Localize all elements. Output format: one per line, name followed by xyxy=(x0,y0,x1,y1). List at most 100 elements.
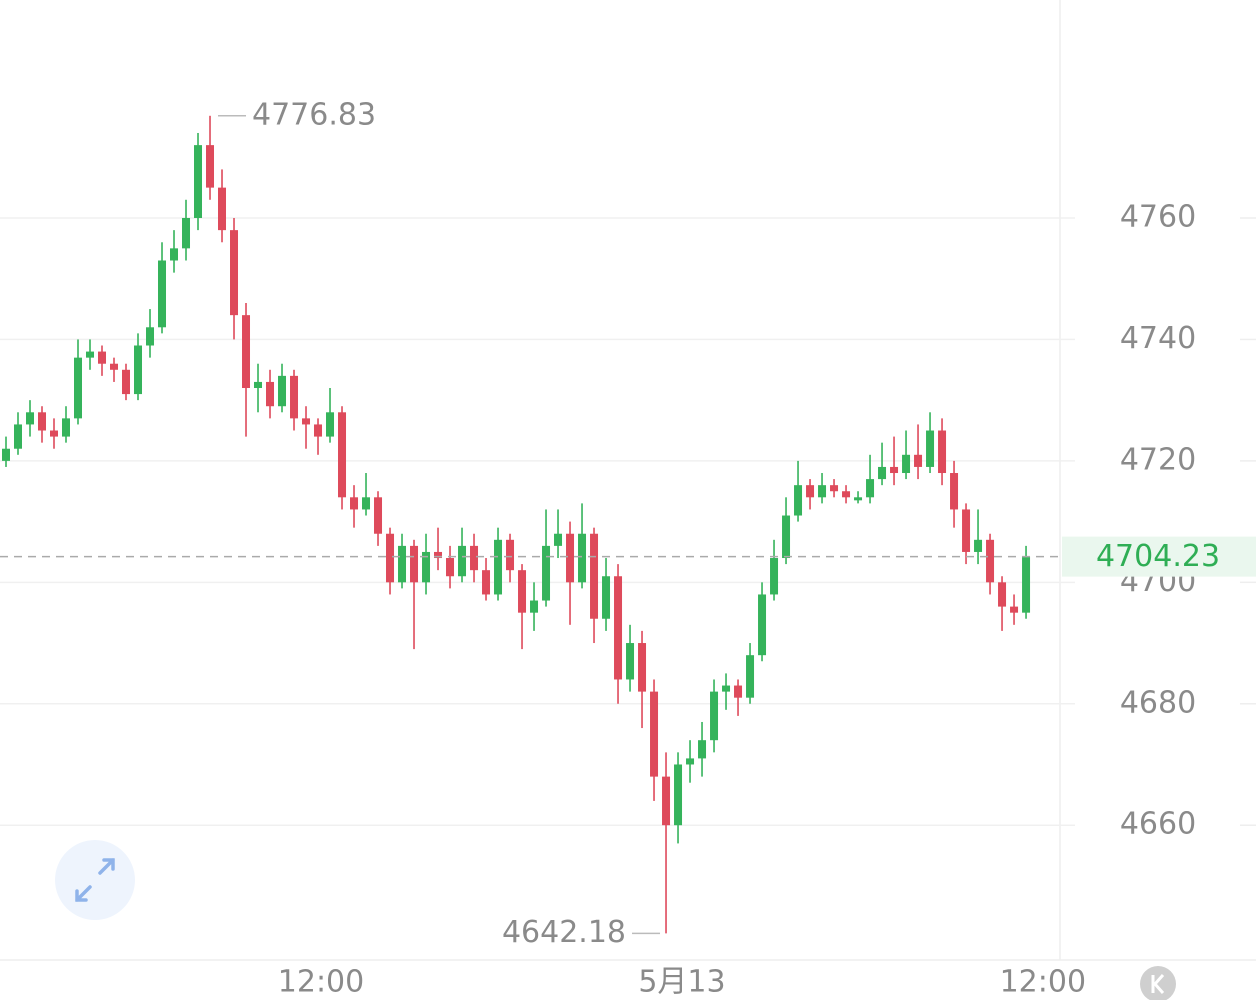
candle-body xyxy=(902,454,911,474)
candle-body xyxy=(374,497,383,534)
candle-body xyxy=(446,558,455,577)
candle-body xyxy=(386,533,395,583)
candle-body xyxy=(50,430,59,437)
k-button[interactable] xyxy=(1140,966,1176,1000)
candle-body xyxy=(650,691,659,777)
candle-body xyxy=(722,685,731,692)
min-label: 4642.18 xyxy=(502,915,626,950)
candle-body xyxy=(98,351,107,364)
candle-body xyxy=(290,375,299,419)
candle-body xyxy=(614,576,623,680)
candle-body xyxy=(218,187,227,231)
last-price-box xyxy=(1062,536,1256,577)
candle-body xyxy=(878,466,887,480)
x-tick-label: 12:00 xyxy=(1000,965,1086,1000)
candle-body xyxy=(998,582,1007,607)
candle-body xyxy=(266,381,275,407)
expand-button[interactable] xyxy=(55,840,135,920)
candle-body xyxy=(278,375,287,407)
candle-body xyxy=(2,448,11,461)
candle-body xyxy=(230,230,239,316)
candle-body xyxy=(686,758,695,765)
k-icon[interactable] xyxy=(1151,974,1165,994)
candle-body xyxy=(158,260,167,328)
candle-body xyxy=(782,515,791,559)
candle-body xyxy=(398,545,407,583)
candle-body xyxy=(350,497,359,510)
candle-body xyxy=(494,539,503,595)
candle-body xyxy=(422,551,431,583)
candle-body xyxy=(530,600,539,613)
candle-body xyxy=(734,685,743,698)
candle-body xyxy=(818,485,827,498)
candle-body xyxy=(866,479,875,498)
candle-body xyxy=(890,466,899,474)
candle-body xyxy=(830,485,839,492)
candle-body xyxy=(74,357,83,419)
expand-icon[interactable] xyxy=(75,858,115,902)
candle-body xyxy=(26,412,35,425)
candle-body xyxy=(362,497,371,510)
candle-body xyxy=(842,491,851,498)
candle-body xyxy=(566,533,575,583)
x-tick-label: 5月13 xyxy=(638,965,725,1000)
candle-body xyxy=(962,509,971,552)
candle-body xyxy=(938,430,947,474)
candle-body xyxy=(170,248,179,261)
candle-body xyxy=(662,776,671,826)
candle-body xyxy=(182,217,191,249)
k-bg[interactable] xyxy=(1140,966,1176,1000)
y-tick-label: 4660 xyxy=(1120,807,1196,842)
candle-body xyxy=(698,740,707,759)
candle-body xyxy=(854,497,863,501)
candle-body xyxy=(1022,556,1031,613)
y-tick-label: 4680 xyxy=(1120,685,1196,720)
candle-body xyxy=(86,351,95,358)
candle-body xyxy=(926,430,935,467)
candle-body xyxy=(242,315,251,389)
last-price-label: 4704.23 xyxy=(1096,539,1220,574)
candle-body xyxy=(710,691,719,741)
candle-body xyxy=(974,539,983,552)
candle-body xyxy=(62,418,71,437)
y-tick-label: 4740 xyxy=(1120,321,1196,356)
candle-body xyxy=(950,473,959,510)
candle-body xyxy=(746,655,755,698)
candle-body xyxy=(470,545,479,571)
candle-body xyxy=(986,539,995,583)
candle-body xyxy=(758,594,767,656)
candle-body xyxy=(914,454,923,467)
candle-body xyxy=(482,570,491,595)
candle-body xyxy=(434,551,443,559)
y-tick-label: 4720 xyxy=(1120,442,1196,477)
candle-body xyxy=(506,539,515,571)
y-tick-label: 4760 xyxy=(1120,199,1196,234)
candle-body xyxy=(134,345,143,395)
candle-body xyxy=(254,381,263,389)
candle-body xyxy=(770,558,779,595)
candle-body xyxy=(302,418,311,425)
candle-body xyxy=(626,643,635,680)
expand-bg[interactable] xyxy=(55,840,135,920)
candle-body xyxy=(314,424,323,437)
candle-body xyxy=(602,576,611,619)
candle-body xyxy=(590,533,599,619)
candle-body xyxy=(794,485,803,516)
candle-body xyxy=(458,545,467,577)
candle-body xyxy=(146,327,155,346)
candle-body xyxy=(122,369,131,395)
candle-body xyxy=(518,570,527,613)
candle-body xyxy=(638,643,647,692)
candle-body xyxy=(110,363,119,370)
candle-body xyxy=(1010,606,1019,613)
candle-body xyxy=(338,412,347,498)
max-label: 4776.83 xyxy=(252,97,376,132)
candle-body xyxy=(194,145,203,218)
x-tick-label: 12:00 xyxy=(278,965,364,1000)
candle-body xyxy=(206,145,215,188)
candle-body xyxy=(806,485,815,498)
candle-body xyxy=(554,533,563,546)
candle-body xyxy=(14,424,23,449)
